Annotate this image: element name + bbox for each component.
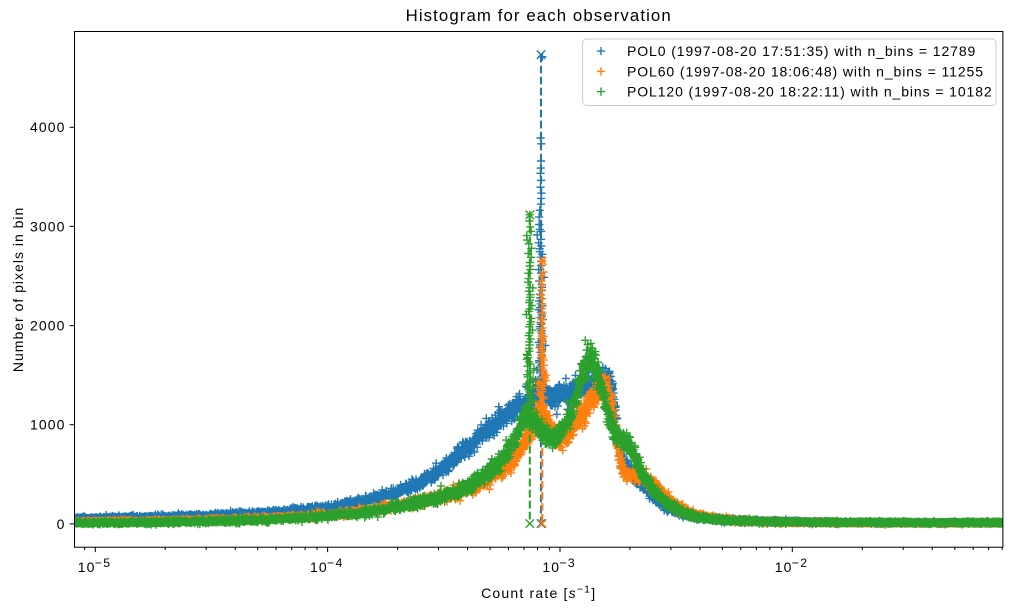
svg-text:−4: −4 [327, 556, 344, 570]
svg-text:2000: 2000 [30, 318, 66, 334]
svg-text:4000: 4000 [30, 119, 66, 135]
svg-text:0: 0 [57, 516, 66, 532]
svg-text:−5: −5 [95, 556, 112, 570]
svg-text:Number of pixels in bin: Number of pixels in bin [10, 207, 26, 372]
svg-text:Histogram for each observation: Histogram for each observation [406, 6, 672, 25]
svg-text:10: 10 [310, 559, 328, 575]
svg-text:10: 10 [542, 559, 560, 575]
svg-text:3000: 3000 [30, 218, 66, 234]
svg-text:−3: −3 [559, 556, 576, 570]
svg-text:1000: 1000 [30, 417, 66, 433]
svg-text:Count rate [s−1]: Count rate [s−1] [481, 584, 596, 602]
svg-text:POL0 (1997-08-20 17:51:35) wit: POL0 (1997-08-20 17:51:35) with n_bins =… [627, 43, 976, 59]
svg-text:POL60 (1997-08-20 18:06:48) wi: POL60 (1997-08-20 18:06:48) with n_bins … [627, 63, 984, 79]
svg-text:−2: −2 [792, 556, 809, 570]
svg-text:10: 10 [775, 559, 793, 575]
svg-text:POL120 (1997-08-20 18:22:11) w: POL120 (1997-08-20 18:22:11) with n_bins… [627, 84, 993, 100]
svg-text:10: 10 [78, 559, 96, 575]
